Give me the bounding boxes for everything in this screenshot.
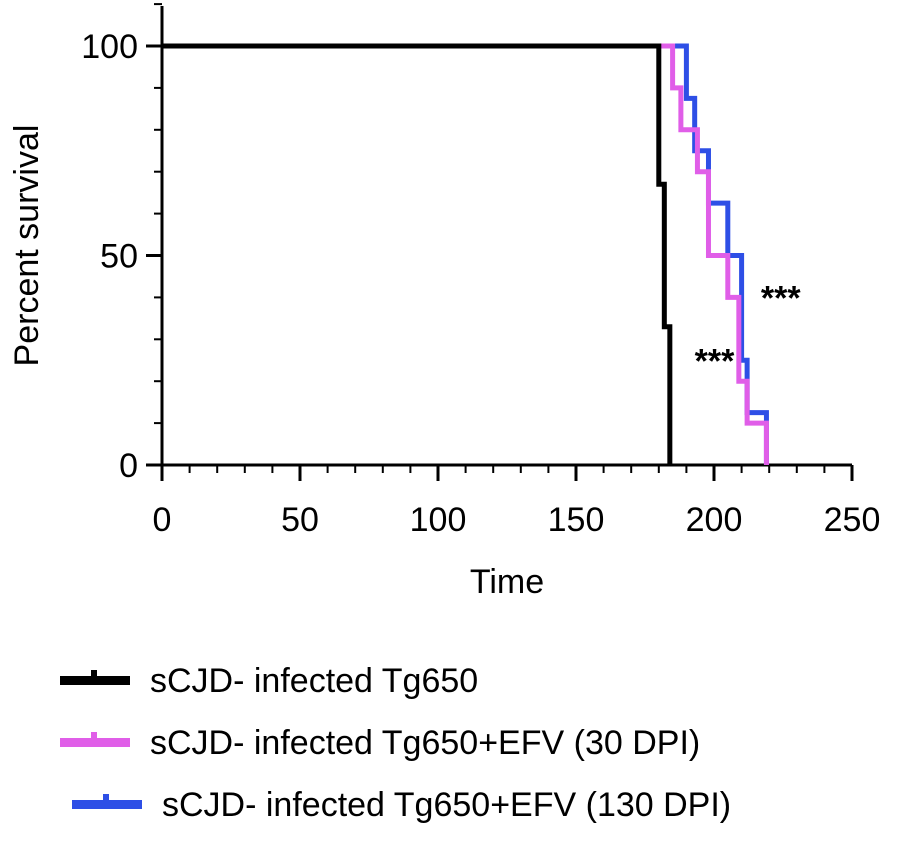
legend-swatch [72, 794, 142, 810]
axes: 0 50 100 0 50 100 150 200 250 Time Percent surviva… [8, 3, 881, 601]
x-tick-label: 0 [153, 501, 172, 539]
legend-item: sCJD- infected Tg650 [60, 650, 731, 712]
significance-annotation: *** [695, 342, 735, 380]
series-line-1 [162, 43, 673, 465]
legend-label: sCJD- infected Tg650+EFV (130 DPI) [162, 785, 732, 824]
legend-swatch [60, 670, 130, 686]
series-line-2 [162, 43, 769, 465]
legend-label: sCJD- infected Tg650 [150, 661, 479, 700]
legend-swatch [60, 732, 130, 748]
x-tick-label: 100 [410, 501, 467, 539]
legend-label: sCJD- infected Tg650+EFV (30 DPI) [150, 723, 701, 762]
legend-item: sCJD- infected Tg650+EFV (130 DPI) [72, 774, 731, 836]
legend: sCJD- infected Tg650 sCJD- infected Tg650… [60, 650, 731, 836]
y-tick-label: 0 [119, 447, 138, 485]
series-line-3 [162, 43, 769, 465]
series-layer [162, 43, 769, 466]
survival-chart: 0 50 100 0 50 100 150 200 250 Time Percent surviva… [8, 3, 881, 601]
x-tick-label: 50 [281, 501, 319, 539]
y-tick-label: 100 [81, 28, 138, 66]
significance-annotation: *** [761, 279, 801, 317]
annotations: *** *** [695, 279, 802, 380]
x-tick-label: 150 [548, 501, 605, 539]
legend-item: sCJD- infected Tg650+EFV (30 DPI) [60, 712, 731, 774]
y-axis-title: Percent survival [8, 125, 46, 367]
x-axis-title: Time [470, 563, 544, 601]
x-tick-label: 200 [686, 501, 743, 539]
y-tick-label: 50 [100, 238, 138, 276]
x-tick-label: 250 [824, 501, 881, 539]
